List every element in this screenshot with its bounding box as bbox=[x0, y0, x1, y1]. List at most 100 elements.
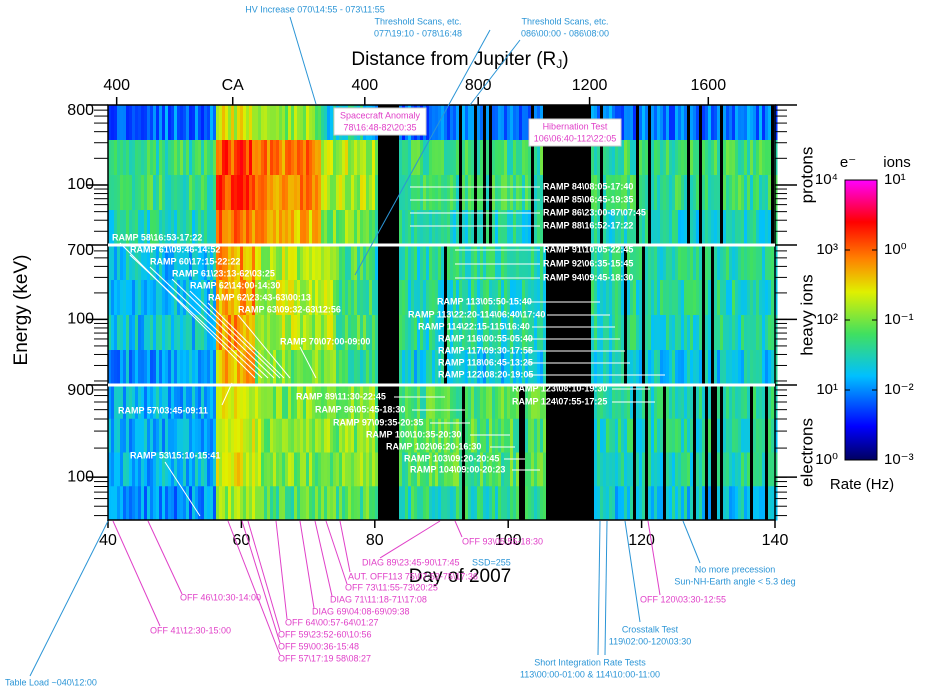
spectrogram-cell bbox=[174, 105, 178, 141]
spectrogram-cell bbox=[576, 486, 580, 521]
spectrogram-cell bbox=[687, 245, 691, 281]
spectrogram-cell bbox=[414, 452, 418, 487]
spectrogram-cell bbox=[624, 350, 628, 386]
spectrogram-cell bbox=[573, 350, 577, 386]
spectrogram-cell bbox=[144, 452, 148, 487]
spectrogram-cell bbox=[195, 140, 199, 176]
spectrogram-cell bbox=[195, 418, 199, 453]
spectrogram-cell bbox=[543, 385, 547, 420]
spectrogram-cell bbox=[387, 385, 391, 420]
spectrogram-cell bbox=[360, 315, 364, 351]
spectrogram-cell bbox=[720, 452, 724, 487]
spectrogram-cell bbox=[315, 140, 319, 176]
spectrogram-cell bbox=[141, 245, 145, 281]
spectrogram-cell bbox=[399, 140, 403, 176]
spectrogram-cell bbox=[195, 315, 199, 351]
spectrogram-cell bbox=[618, 350, 622, 386]
spectrogram-cell bbox=[654, 280, 658, 316]
spectrogram-cell bbox=[492, 245, 496, 281]
spectrogram-cell bbox=[591, 140, 595, 176]
spectrogram-cell bbox=[351, 280, 355, 316]
spectrogram-cell bbox=[396, 280, 400, 316]
spectrogram-cell bbox=[207, 280, 211, 316]
spectrogram-cell bbox=[309, 418, 313, 453]
spectrogram-cell bbox=[495, 452, 499, 487]
spectrogram-cell bbox=[204, 418, 208, 453]
spectrogram-cell bbox=[195, 175, 199, 211]
spectrogram-cell bbox=[129, 315, 133, 351]
spectrogram-cell bbox=[666, 280, 670, 316]
spectrogram-cell bbox=[345, 245, 349, 281]
spectrogram-cell bbox=[582, 452, 586, 487]
spectrogram-cell bbox=[234, 105, 238, 141]
spectrogram-cell bbox=[327, 452, 331, 487]
spectrogram-cell bbox=[405, 280, 409, 316]
spectrogram-cell bbox=[216, 486, 220, 521]
spectrogram-cell bbox=[117, 418, 121, 453]
spectrogram-cell bbox=[498, 350, 502, 386]
spectrogram-cell bbox=[114, 140, 118, 176]
spectrogram-cell bbox=[462, 140, 466, 176]
annotation: 077\19:10 - 078\16:48 bbox=[374, 28, 462, 38]
spectrogram-cell bbox=[657, 245, 661, 281]
annotation: OFF 59\00:36-15:48 bbox=[278, 641, 359, 651]
spectrogram-cell bbox=[126, 105, 130, 141]
spectrogram-cell bbox=[468, 210, 472, 246]
spectrogram-cell bbox=[444, 280, 448, 316]
spectrogram-cell bbox=[252, 486, 256, 521]
spectrogram-cell bbox=[138, 452, 142, 487]
spectrogram-cell bbox=[591, 350, 595, 386]
spectrogram-cell bbox=[648, 280, 652, 316]
spectrogram-cell bbox=[159, 350, 163, 386]
spectrogram-cell bbox=[120, 486, 124, 521]
spectrogram-cell bbox=[681, 315, 685, 351]
spectrogram-cell bbox=[228, 315, 232, 351]
spectrogram-cell bbox=[120, 245, 124, 281]
spectrogram-cell bbox=[705, 280, 709, 316]
spectrogram-cell bbox=[594, 140, 598, 176]
spectrogram-cell bbox=[504, 245, 508, 281]
spectrogram-cell bbox=[507, 350, 511, 386]
spectrogram-cell bbox=[561, 315, 565, 351]
spectrogram-cell bbox=[468, 105, 472, 141]
spectrogram-cell bbox=[129, 140, 133, 176]
spectrogram-cell bbox=[357, 486, 361, 521]
spectrogram-cell bbox=[387, 350, 391, 386]
spectrogram-cell bbox=[363, 418, 367, 453]
spectrogram-cell bbox=[318, 452, 322, 487]
spectrogram-cell bbox=[108, 210, 112, 246]
spectrogram-cell bbox=[666, 175, 670, 211]
spectrogram-cell bbox=[441, 418, 445, 453]
spectrogram-cell bbox=[543, 315, 547, 351]
spectrogram-cell bbox=[219, 385, 223, 420]
spectrogram-cell bbox=[429, 315, 433, 351]
spectrogram-cell bbox=[555, 315, 559, 351]
spectrogram-cell bbox=[468, 418, 472, 453]
spectrogram-cell bbox=[267, 486, 271, 521]
spectrogram-cell bbox=[333, 418, 337, 453]
spectrogram-cell bbox=[135, 280, 139, 316]
spectrogram-cell bbox=[582, 175, 586, 211]
spectrogram-cell bbox=[417, 350, 421, 386]
spectrogram-cell bbox=[690, 105, 694, 141]
spectrogram-cell bbox=[708, 385, 712, 420]
spectrogram-cell bbox=[675, 245, 679, 281]
spectrogram-cell bbox=[432, 486, 436, 521]
spectrogram-cell bbox=[495, 140, 499, 176]
spectrogram-cell bbox=[681, 210, 685, 246]
spectrogram-cell bbox=[261, 418, 265, 453]
spectrogram-cell bbox=[315, 315, 319, 351]
spectrogram-cell bbox=[507, 418, 511, 453]
spectrogram-cell bbox=[291, 210, 295, 246]
spectrogram-cell bbox=[738, 175, 742, 211]
spectrogram-cell bbox=[600, 210, 604, 246]
spectrogram-cell bbox=[189, 486, 193, 521]
spectrogram-cell bbox=[177, 210, 181, 246]
spectrogram-cell bbox=[486, 245, 490, 281]
spectrogram-cell bbox=[657, 210, 661, 246]
spectrogram-cell bbox=[246, 315, 250, 351]
spectrogram-cell bbox=[339, 140, 343, 176]
spectrogram-cell bbox=[402, 175, 406, 211]
spectrogram-cell bbox=[513, 315, 517, 351]
spectrogram-cell bbox=[426, 315, 430, 351]
